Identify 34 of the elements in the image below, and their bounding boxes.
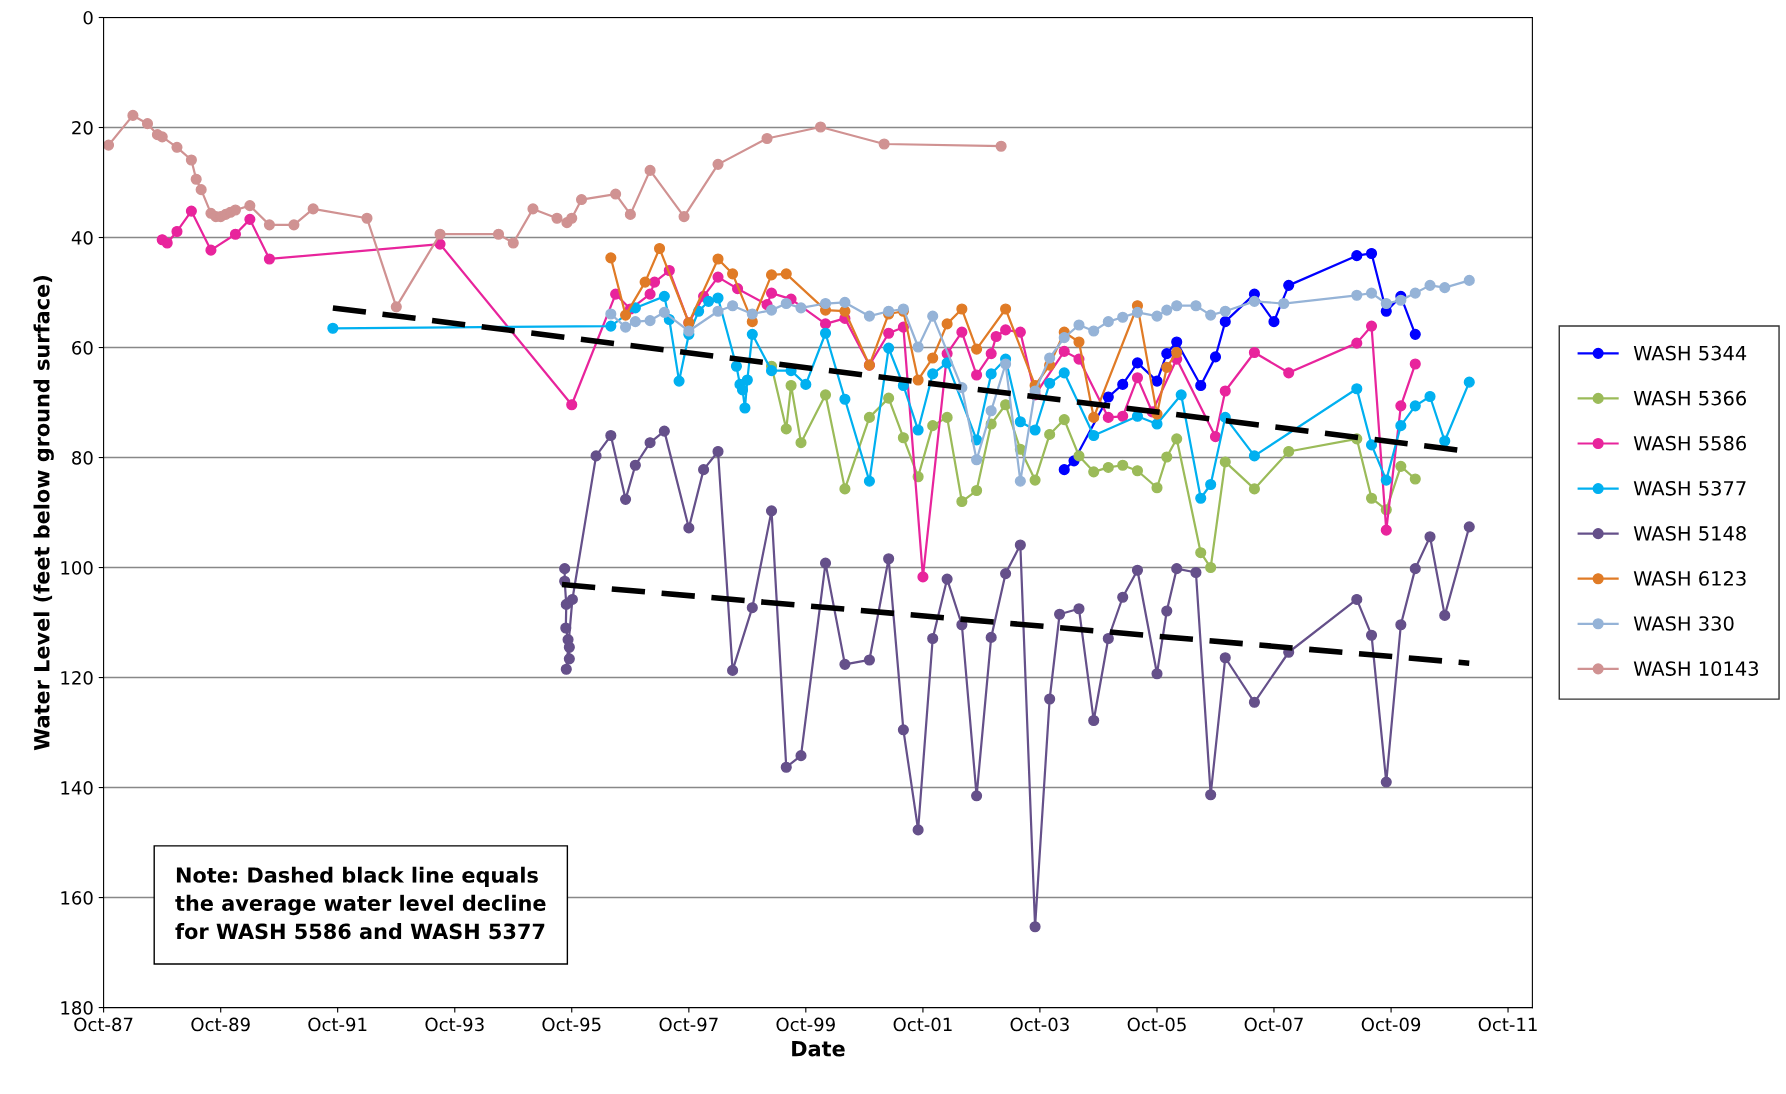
x-tick-label: Oct-05 <box>1127 1017 1186 1032</box>
legend-label: WASH 330 <box>1633 616 1734 631</box>
x-tick-label: Oct-01 <box>893 1017 952 1032</box>
x-tick-label: Oct-11 <box>1478 1017 1537 1032</box>
x-tick-label: Oct-95 <box>542 1017 601 1032</box>
y-tick-label: 120 <box>61 671 93 685</box>
y-axis-title: Water Level (feet below ground surface) <box>33 276 54 751</box>
y-tick-label: 100 <box>61 561 93 575</box>
legend-label: WASH 5366 <box>1633 390 1747 406</box>
y-tick-label: 160 <box>61 891 93 905</box>
legend-label: WASH 5344 <box>1633 345 1747 361</box>
annotation: Note: Dashed black line equals the average water level decline for WASH 5586 and WASH 5377 <box>175 866 546 940</box>
legend-label: WASH 5586 <box>1633 435 1747 451</box>
x-tick-label: Oct-03 <box>1010 1017 1069 1032</box>
legend-label: WASH 6123 <box>1633 571 1746 586</box>
y-tick-label: 20 <box>72 120 93 135</box>
legend-label: WASH 5377 <box>1633 480 1746 496</box>
x-tick-label: Oct-89 <box>191 1017 250 1032</box>
legend-label: WASH 5148 <box>1633 526 1746 541</box>
legend-label: WASH 10143 <box>1633 661 1759 676</box>
x-tick-label: Oct-07 <box>1244 1017 1303 1032</box>
y-tick-label: 0 <box>83 10 93 25</box>
y-tick-label: 40 <box>71 230 93 245</box>
y-tick-label: 80 <box>72 450 93 465</box>
y-tick-label: 140 <box>61 781 93 795</box>
x-tick-label: Oct-99 <box>776 1017 835 1032</box>
x-tick-label: Oct-93 <box>425 1017 484 1032</box>
x-tick-label: Oct-87 <box>74 1017 133 1032</box>
x-tick-label: Oct-09 <box>1361 1017 1421 1032</box>
x-axis-title: Date <box>792 1040 845 1057</box>
x-tick-label: Oct-97 <box>659 1017 718 1032</box>
y-tick-label: 180 <box>61 1001 93 1015</box>
y-tick-label: 60 <box>72 340 93 355</box>
x-tick-label: Oct-91 <box>308 1017 367 1032</box>
